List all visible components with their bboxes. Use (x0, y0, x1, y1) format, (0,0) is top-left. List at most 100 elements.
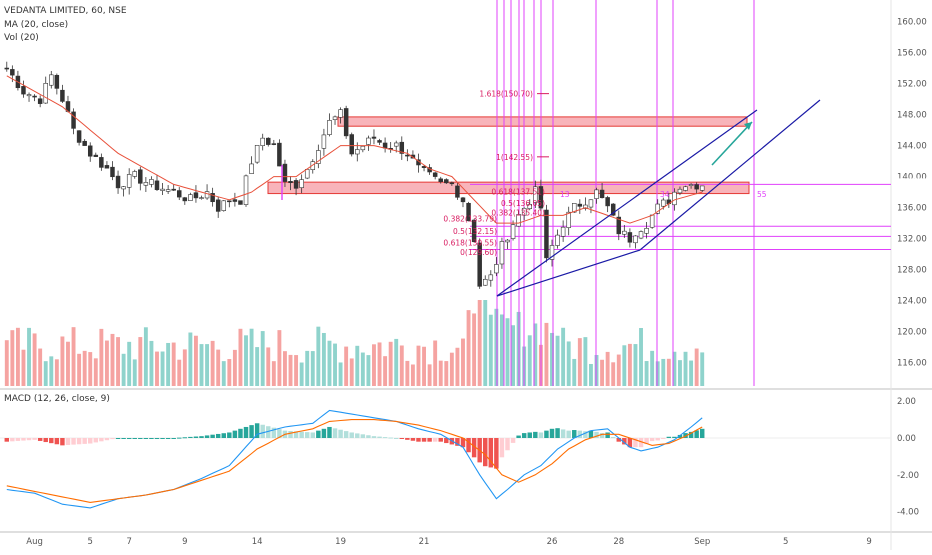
macd-histogram-bar (438, 438, 443, 442)
volume-bar (316, 326, 321, 386)
candle-body (138, 169, 143, 184)
candle-body (215, 199, 221, 212)
volume-bar (394, 338, 399, 386)
candle-body (132, 171, 137, 177)
volume-bar (550, 332, 554, 386)
axes: 160.00156.00152.00148.00144.00140.00136.… (26, 18, 929, 547)
macd-histogram-bar (215, 433, 221, 438)
macd-histogram-bar (694, 430, 699, 438)
candle-body (171, 188, 176, 191)
volume-bar (344, 346, 349, 386)
candle-body (583, 204, 588, 209)
candle-body (249, 163, 254, 174)
candle-body (210, 193, 215, 203)
candle-body (694, 184, 699, 190)
candle-body (683, 186, 688, 191)
fib-label: 0.5(132.15) (453, 227, 497, 236)
candle-body (26, 94, 32, 97)
macd-histogram-bar (421, 438, 427, 442)
macd-histogram-bar (154, 438, 160, 439)
macd-histogram-bar (99, 438, 104, 442)
macd-histogram-bar (394, 438, 399, 439)
candle-body (488, 274, 494, 281)
volume-bar (32, 333, 37, 386)
volume-bar (650, 350, 655, 386)
candle-body (327, 120, 332, 135)
candle-body (104, 165, 110, 169)
volume-bar (366, 355, 371, 386)
volume-bar (321, 332, 326, 386)
fib-label: 1.618(150.70) (479, 90, 533, 99)
candle-body (121, 186, 126, 190)
macd-histogram-bar (232, 430, 238, 438)
volume-bar (360, 352, 365, 386)
price-tick-label: 152.00 (897, 80, 927, 90)
volume-bar (21, 349, 26, 386)
volume-bar (49, 356, 54, 386)
volume-bar (605, 351, 610, 386)
overlays: 1.618(150.70) 1(142.55) 0.618(137.51) 0.5(1… (6, 75, 821, 297)
macd-histogram-bar (15, 438, 21, 441)
macd-histogram-bar (343, 431, 349, 438)
candle-body (555, 234, 560, 246)
volume-bar (600, 359, 605, 386)
candle-body (527, 204, 532, 209)
price-tick-label: 140.00 (897, 173, 927, 183)
volume-bar (82, 350, 87, 386)
trend-arrow-head (744, 122, 752, 130)
candle-body (549, 245, 555, 260)
candle-body (71, 111, 76, 129)
macd-tick-label: 2.00 (897, 397, 916, 407)
volume-bar (655, 361, 660, 386)
volume-bar (416, 345, 421, 386)
macd-histogram-bar (594, 431, 599, 438)
volume-bar (611, 362, 616, 386)
time-tick-label: 7 (126, 537, 131, 547)
candle-body (371, 136, 377, 139)
fib-label: 0.382(135.40) (491, 208, 545, 217)
macd-histogram-bar (221, 433, 226, 438)
candle-body (438, 178, 443, 182)
candle-body (638, 231, 644, 239)
macd-histogram-bar (599, 433, 605, 438)
candle-body (321, 134, 327, 149)
time-tick-label: 26 (547, 537, 558, 547)
macd-histogram-bar (572, 430, 577, 438)
macd-histogram-bar (21, 438, 26, 441)
macd-histogram-bar (243, 426, 249, 438)
macd-histogram-bar (666, 436, 672, 438)
support-zone (267, 181, 750, 195)
macd-histogram-bar (366, 435, 371, 438)
macd-histogram-bar (633, 438, 638, 448)
volume-bar (583, 337, 588, 386)
candle-body (10, 69, 15, 76)
candle-body (572, 203, 577, 213)
candle-body (355, 149, 360, 155)
candle-body (110, 166, 115, 178)
candle-body (293, 180, 299, 189)
volume-bar (505, 318, 510, 386)
candle-body (115, 175, 121, 189)
macd-histogram-bar (126, 438, 132, 439)
candle-body (204, 191, 210, 199)
macd-histogram-bar (427, 438, 432, 442)
macd-histogram-bar (132, 438, 137, 439)
volume-bar (271, 361, 276, 386)
macd-histogram-bar (104, 438, 110, 441)
candle-body (688, 184, 694, 186)
macd-histogram-bar (382, 437, 388, 439)
candle-body (271, 143, 277, 145)
macd-histogram-bar (549, 428, 555, 438)
volume-bar (622, 345, 627, 386)
macd-histogram-bar (88, 438, 93, 444)
macd-histogram-bar (649, 438, 655, 442)
candle-body (54, 74, 60, 89)
volume-bar (149, 340, 154, 386)
volume-bar (355, 345, 360, 386)
volume-bar (205, 344, 210, 386)
time-tick-label: 21 (419, 537, 430, 547)
macd-histogram-bar (32, 438, 37, 440)
